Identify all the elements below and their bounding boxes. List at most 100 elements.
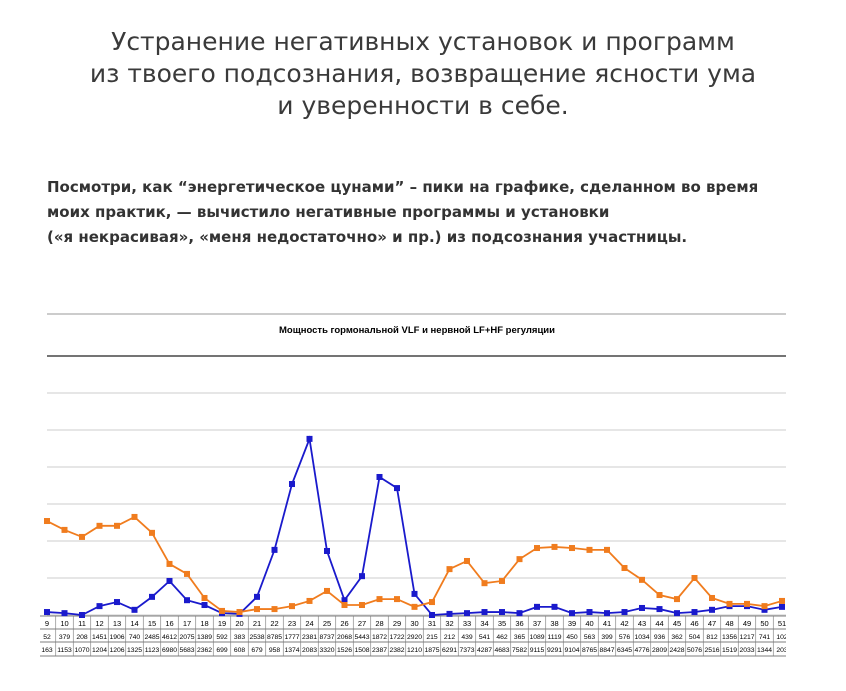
x-tick-label: 45 <box>673 619 681 628</box>
table-cell: 958 <box>269 647 281 654</box>
x-tick-label: 42 <box>620 619 628 628</box>
x-tick-label: 29 <box>393 619 401 628</box>
point <box>166 560 173 567</box>
table-cell: 563 <box>584 634 596 641</box>
table-cell: 1123 <box>145 647 160 654</box>
table-cell: 608 <box>234 647 246 654</box>
title-line: Устранение негативных установок и програ… <box>111 27 735 56</box>
point <box>394 485 400 492</box>
point <box>516 556 523 563</box>
point <box>341 597 348 604</box>
point <box>656 606 663 613</box>
point <box>534 603 540 610</box>
point <box>604 546 610 553</box>
table-cell: 2516 <box>704 647 719 654</box>
table-cell: 1374 <box>284 647 299 654</box>
x-tick-label: 40 <box>585 619 593 628</box>
point <box>709 594 715 601</box>
point <box>289 481 295 488</box>
table-cell: 1034 <box>634 634 649 641</box>
x-tick-label: 47 <box>708 619 716 628</box>
table-cell: 2387 <box>372 647 387 654</box>
table-cell: 2075 <box>179 634 194 641</box>
x-tick-label: 9 <box>45 619 49 628</box>
table-cell: 1519 <box>722 647 737 654</box>
table-cell: 2920 <box>407 634 422 641</box>
x-tick-label: 38 <box>550 619 558 628</box>
table-cell: 5076 <box>687 647 702 654</box>
table-cell: 812 <box>706 634 718 641</box>
point <box>96 522 103 529</box>
table-cell: 576 <box>619 634 631 641</box>
x-tick-label: 22 <box>270 619 278 628</box>
table-cell: 2362 <box>197 647 212 654</box>
series-line <box>46 515 783 613</box>
table-cell: 740 <box>129 634 141 641</box>
point <box>324 547 330 554</box>
table-cell: 215 <box>426 634 438 641</box>
table-cell: 1508 <box>354 647 369 654</box>
table-cell: 1451 <box>92 634 107 641</box>
point <box>306 435 313 442</box>
point <box>446 566 453 573</box>
point <box>44 609 50 616</box>
x-tick-label: 35 <box>498 619 506 628</box>
point <box>306 597 313 604</box>
table-cell: 2809 <box>652 647 667 654</box>
point <box>149 593 155 600</box>
point <box>639 576 645 583</box>
x-tick-label: 26 <box>340 619 348 628</box>
point <box>621 609 628 616</box>
table-cell: 163 <box>41 647 53 654</box>
point <box>464 557 470 564</box>
table-cell: 1089 <box>529 634 544 641</box>
table-cell: 679 <box>251 647 263 654</box>
x-tick-label: 34 <box>480 619 488 628</box>
point <box>674 596 680 603</box>
table-cell: 208 <box>76 634 88 641</box>
table-cell: 1204 <box>92 647 107 654</box>
intro-line: моих практик, — вычистило негативные про… <box>47 203 610 221</box>
table-cell: 1875 <box>424 647 439 654</box>
table-cell: 2083 <box>302 647 317 654</box>
x-tick-label: 21 <box>253 619 261 628</box>
x-tick-label: 51 <box>778 619 786 628</box>
point <box>499 577 505 584</box>
table-cell: 699 <box>216 647 228 654</box>
point <box>691 575 698 581</box>
table-cell: 7582 <box>512 647 527 654</box>
point <box>61 610 68 617</box>
point <box>114 599 120 606</box>
table-cell: 5683 <box>179 647 194 654</box>
table-cell: 2382 <box>389 647 404 654</box>
point <box>446 610 453 617</box>
table-cell: 2381 <box>302 634 317 641</box>
x-tick-label: 49 <box>743 619 751 628</box>
point <box>61 526 68 533</box>
table-cell: 379 <box>59 634 71 641</box>
table-cell: 936 <box>654 634 666 641</box>
title-line: из твоего подсознания, возвращение яснос… <box>89 59 757 88</box>
table-cell: 399 <box>601 634 613 641</box>
intro-line: Посмотри, как “энергетическое цунами” – … <box>47 178 759 196</box>
x-tick-label: 43 <box>638 619 646 628</box>
point <box>534 545 540 552</box>
point <box>621 565 628 572</box>
table-cell: 7373 <box>459 647 474 654</box>
table-cell: 1356 <box>722 634 737 641</box>
point <box>779 603 785 610</box>
x-tick-label: 14 <box>130 619 138 628</box>
point <box>761 603 768 610</box>
point <box>184 597 190 604</box>
table-cell: 462 <box>496 634 508 641</box>
table-cell: 1526 <box>337 647 352 654</box>
x-tick-label: 28 <box>375 619 383 628</box>
point <box>411 590 418 597</box>
table-cell: 6345 <box>617 647 632 654</box>
table-cell: 6980 <box>162 647 177 654</box>
point <box>219 607 225 614</box>
x-tick-label: 23 <box>288 619 296 628</box>
table-cell: 1344 <box>757 647 772 654</box>
table-cell: 212 <box>444 634 456 641</box>
